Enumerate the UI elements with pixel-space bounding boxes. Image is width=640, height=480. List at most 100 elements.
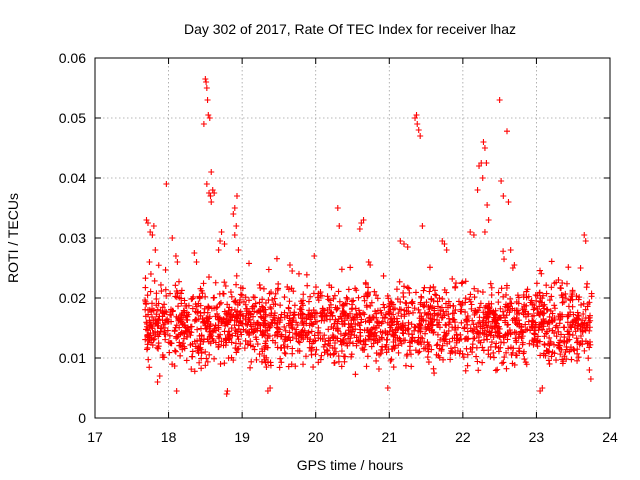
data-point: [145, 356, 152, 363]
data-point: [488, 300, 495, 307]
data-point: [446, 315, 453, 322]
data-point: [553, 357, 560, 364]
data-point: [518, 324, 525, 331]
data-point: [355, 337, 362, 344]
data-point: [420, 303, 427, 310]
data-point: [161, 310, 168, 317]
data-point: [386, 303, 393, 310]
data-point: [515, 333, 522, 340]
data-point: [401, 283, 408, 290]
data-point: [579, 341, 586, 348]
data-point: [310, 364, 317, 371]
data-point: [459, 279, 466, 286]
data-point: [575, 296, 582, 303]
data-point: [301, 327, 308, 334]
data-point: [204, 309, 211, 316]
data-point: [509, 349, 516, 356]
data-point: [303, 271, 310, 278]
data-point: [562, 295, 569, 302]
data-point: [423, 326, 430, 333]
data-point: [417, 334, 424, 341]
data-point: [476, 319, 483, 326]
data-point: [241, 345, 248, 352]
data-point: [145, 311, 152, 318]
data-point: [202, 76, 209, 82]
data-point: [258, 303, 265, 310]
data-point: [417, 328, 424, 335]
data-point: [146, 259, 153, 265]
data-point: [298, 306, 305, 313]
data-point: [489, 318, 496, 325]
data-point: [564, 311, 571, 318]
data-point: [395, 310, 402, 317]
data-point: [559, 280, 566, 286]
data-point: [205, 274, 212, 281]
data-point: [282, 327, 289, 334]
data-point: [248, 358, 255, 365]
data-point: [411, 305, 418, 312]
data-point: [384, 331, 391, 338]
data-point: [332, 348, 339, 355]
data-point: [181, 345, 188, 352]
data-point: [538, 270, 545, 277]
data-point: [362, 279, 369, 286]
data-point: [368, 343, 375, 350]
data-point: [200, 121, 207, 127]
data-point: [212, 279, 219, 286]
data-point: [305, 329, 312, 336]
data-point: [270, 314, 277, 321]
data-point: [556, 344, 563, 351]
data-point: [553, 333, 560, 340]
data-point: [289, 350, 296, 357]
data-point: [380, 301, 387, 308]
data-point: [520, 350, 527, 357]
data-point: [495, 348, 502, 355]
data-point: [234, 315, 241, 322]
data-point: [388, 318, 395, 325]
data-point: [237, 340, 244, 347]
data-point: [356, 226, 363, 232]
data-point: [334, 205, 341, 211]
data-point: [404, 284, 411, 291]
data-point: [191, 250, 198, 256]
data-point: [318, 312, 325, 319]
data-point: [575, 320, 582, 327]
data-point: [412, 347, 419, 354]
data-point: [408, 299, 415, 306]
data-point: [543, 306, 550, 313]
data-point: [146, 364, 153, 371]
data-point: [428, 346, 435, 353]
data-point: [481, 331, 488, 338]
data-point: [382, 311, 389, 318]
data-point: [345, 335, 352, 342]
data-point: [393, 286, 400, 293]
data-point: [395, 349, 402, 356]
data-point: [262, 322, 269, 329]
data-point: [191, 338, 198, 345]
data-point: [305, 298, 312, 305]
data-point: [155, 300, 162, 307]
data-point: [265, 332, 272, 339]
data-point: [349, 305, 356, 312]
data-point: [477, 300, 484, 307]
data-point: [291, 311, 298, 318]
data-point: [541, 333, 548, 340]
data-point: [498, 285, 505, 292]
data-point: [505, 321, 512, 328]
data-point: [542, 318, 549, 325]
data-point: [366, 333, 373, 340]
data-point: [473, 344, 480, 351]
data-point: [318, 292, 325, 299]
data-point: [497, 344, 504, 351]
data-point: [172, 282, 179, 289]
data-point: [259, 332, 266, 339]
data-point: [348, 323, 355, 330]
data-point: [462, 309, 469, 316]
data-point: [502, 317, 509, 324]
data-point: [165, 339, 172, 346]
data-point: [364, 353, 371, 360]
data-point: [281, 349, 288, 356]
data-point: [223, 310, 230, 317]
data-point: [385, 308, 392, 315]
data-point: [543, 282, 550, 289]
